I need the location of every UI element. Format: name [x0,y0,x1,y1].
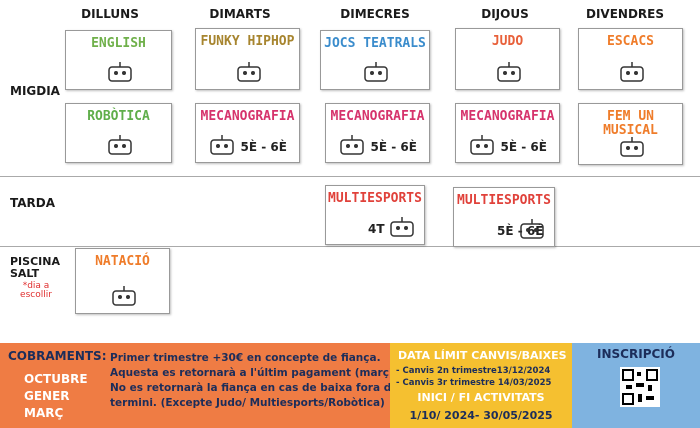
activity-level: 5È - 6È [240,140,287,154]
activity-icon [520,219,544,239]
separator [0,246,700,247]
activity-icon [470,135,494,155]
deadline-item: - Canvis 2n trimestre13/12/2024 [396,366,551,376]
day-header: DIVENDRES [586,7,664,21]
activity-card: ENGLISH [65,30,172,90]
activity-icon [107,62,132,82]
activity-card: MECANOGRAFIA 5È - 6È [455,103,560,163]
dates-text: 1/10/ 2024- 30/05/2025 [409,409,553,422]
activity-icon [236,62,261,82]
activity-card: FUNKY HIPHOP [195,28,300,90]
activity-card: JUDO [455,28,560,90]
activity-card: ESCACS [578,28,683,90]
activity-icon [619,137,644,157]
activity-title: ESCACS [607,34,654,49]
qr-code[interactable] [620,367,660,407]
payment-note: Primer trimestre +30€ en concepte de fia… [110,352,381,364]
row-label: PISCINA SALT [10,255,60,280]
dates-panel: DATA LÍMIT CANVIS/BAIXES - Canvis 2n tri… [390,343,572,428]
payment-note: termini. (Excepte Judo/ Multiesports/Rob… [110,397,385,409]
activity-icon [107,135,132,155]
activity-level: 5È - 6È [500,140,547,154]
payment-note: No es retornarà la fiança en cas de baix… [110,382,399,394]
signup-panel: INSCRIPCIÓ [572,343,700,428]
activity-title: ROBÒTICA [87,109,150,124]
activity-icon [111,286,136,306]
row-label: MIGDIA [10,84,60,98]
activity-card: MULTIESPORTS 5È - 6È [453,187,555,247]
activity-icon [496,62,521,82]
activity-title: MULTIESPORTS [328,191,422,206]
activity-title: JOCS TEATRALS [324,36,426,51]
activity-icon [619,62,644,82]
activity-card: MECANOGRAFIA 5È - 6È [195,103,300,163]
activity-icon [390,217,414,237]
day-header: DIMECRES [340,7,410,21]
activity-card: ROBÒTICA [65,103,172,163]
activity-level: 5È - 6È [497,224,544,238]
day-header: DILLUNS [81,7,139,21]
activity-card: NATACIÓ [75,248,170,314]
activity-card: MECANOGRAFIA 5È - 6È [325,103,430,163]
activity-icon [364,62,388,82]
signup-title: INSCRIPCIÓ [597,347,675,361]
activity-level: 4T [368,222,385,236]
separator [0,176,700,177]
activity-title: FUNKY HIPHOP [200,34,295,49]
day-header: DIJOUS [481,7,529,21]
dates-title: INICI / FI ACTIVITATS [417,391,545,404]
deadline-title: DATA LÍMIT CANVIS/BAIXES [398,349,567,362]
activity-title: FEM UN MUSICAL [603,109,658,138]
day-header: DIMARTS [209,7,271,21]
payment-month: OCTUBRE [24,372,88,386]
row-note: *dia a escollir [20,281,52,300]
activity-card: JOCS TEATRALS [320,30,430,90]
activity-card: MULTIESPORTS 4T [325,185,425,245]
activity-title: MECANOGRAFIA [460,109,555,124]
row-label: TARDA [10,196,56,210]
payment-month: MARÇ [24,406,64,420]
activity-title: ENGLISH [91,36,146,51]
activity-title: MULTIESPORTS [457,193,551,208]
payments-title: COBRAMENTS: [8,349,107,363]
activity-icon [340,135,364,155]
activity-title: MECANOGRAFIA [330,109,425,124]
activity-card: FEM UN MUSICAL [578,103,683,165]
payment-month: GENER [24,389,70,403]
payments-panel: COBRAMENTS: OCTUBRE GENER MARÇ Primer trim… [0,343,398,428]
activity-icon [210,135,234,155]
payment-note: Aquesta es retornarà a l'últim pagament … [110,367,398,379]
activity-title: JUDO [491,34,524,49]
deadline-item: - Canvis 3r trimestre 14/03/2025 [396,378,552,388]
activity-level: 5È - 6È [370,140,417,154]
activity-title: NATACIÓ [95,254,150,269]
activity-title: MECANOGRAFIA [200,109,295,124]
